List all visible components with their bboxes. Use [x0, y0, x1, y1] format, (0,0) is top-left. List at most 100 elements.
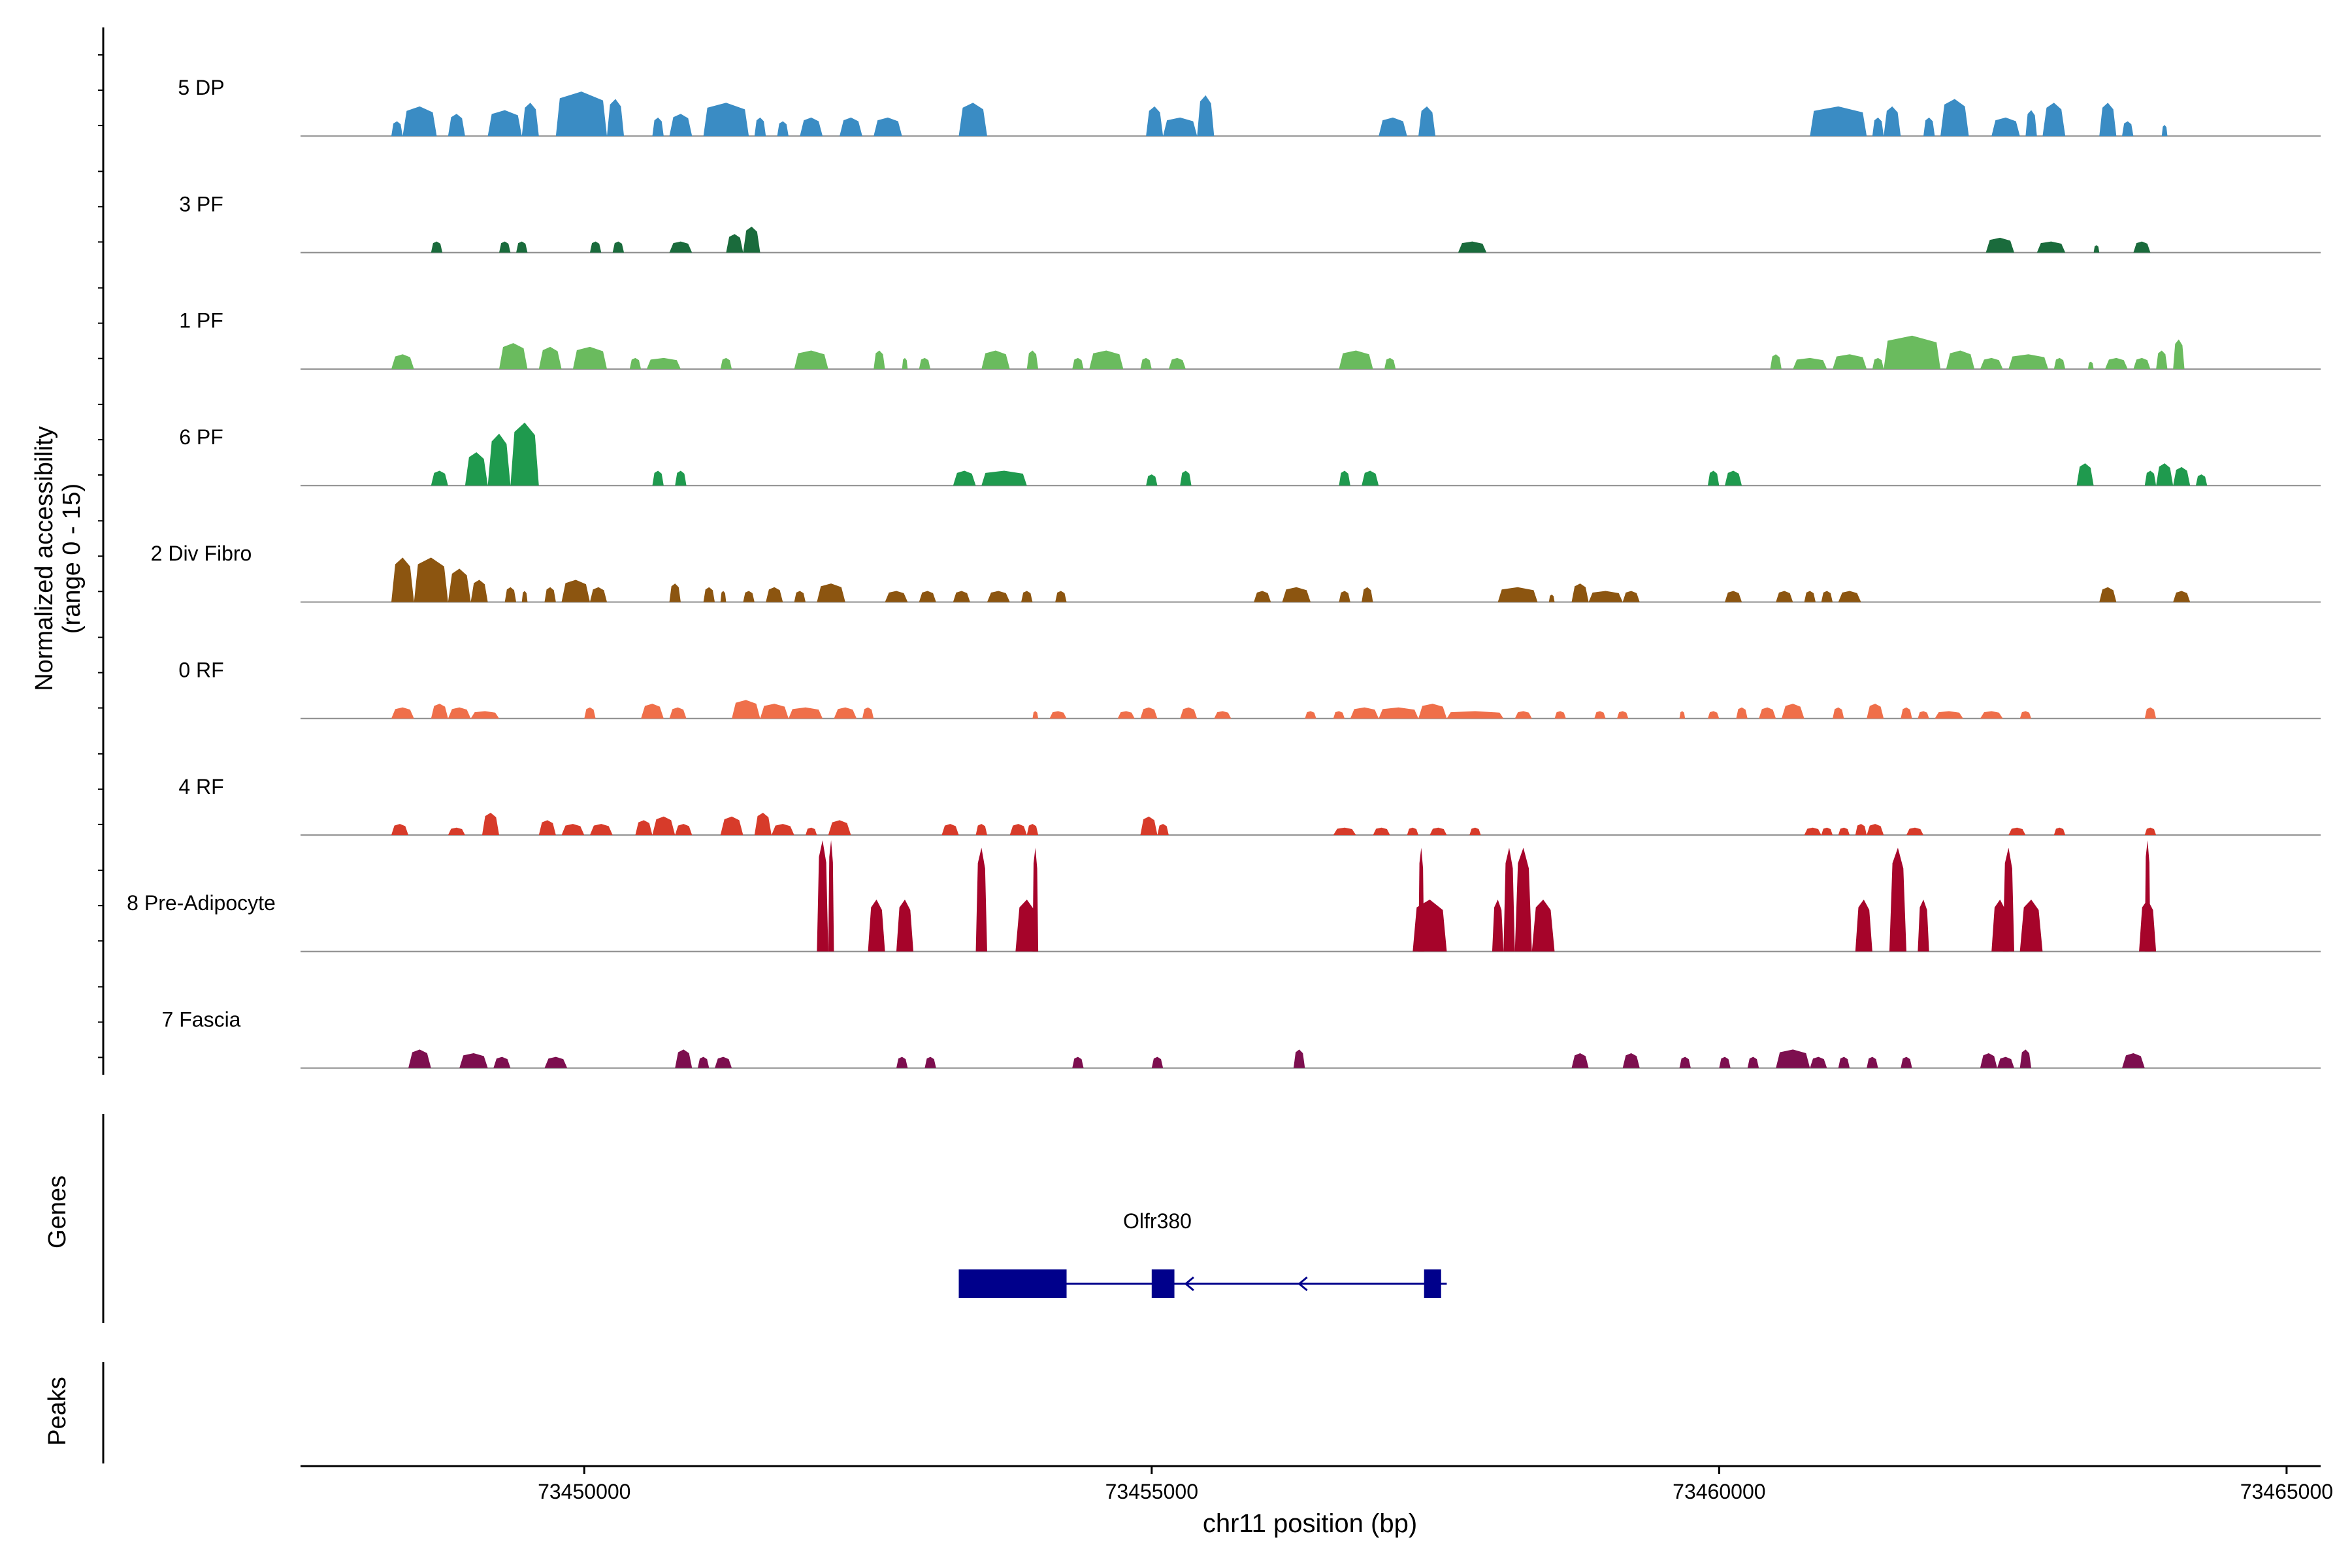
coverage-peak — [862, 707, 874, 719]
track-label: 8 Pre-Adipocyte — [127, 891, 276, 915]
coverage-peak — [788, 707, 823, 719]
coverage-peak — [652, 816, 676, 836]
axes-frame — [98, 27, 105, 1463]
coverage-peak — [2173, 466, 2191, 486]
coverage-peak — [1339, 470, 1350, 486]
coverage-peak — [2161, 125, 2168, 137]
coverage-peak — [1379, 707, 1419, 719]
coverage-peak — [510, 422, 539, 486]
coverage-peak — [1980, 1053, 1997, 1068]
peaks-section-label: Peaks — [44, 1377, 71, 1446]
track-label: 4 RF — [178, 775, 223, 798]
track-label: 6 PF — [179, 425, 223, 449]
coverage-peak — [675, 470, 687, 486]
coverage-peak — [607, 99, 625, 137]
coverage-peak — [504, 587, 517, 602]
coverage-peak — [2173, 591, 2191, 602]
coverage-peak — [834, 707, 857, 719]
x-axis-title: chr11 position (bp) — [1203, 1509, 1417, 1538]
coverage-peak — [652, 470, 664, 486]
coverage-peak — [726, 234, 743, 253]
coverage-peak — [2019, 1049, 2032, 1068]
coverage-peak — [1571, 583, 1589, 602]
coverage-peak — [987, 591, 1010, 602]
gene-track: Olfr380 — [958, 1209, 1447, 1298]
coverage-peak — [2144, 470, 2157, 486]
gene-exon — [1424, 1269, 1441, 1298]
coverage-peak — [1305, 711, 1316, 719]
coverage-peak — [555, 91, 608, 137]
coverage-peak — [1117, 711, 1135, 719]
coverage-peak — [1838, 591, 1861, 602]
coverage-peak — [629, 357, 642, 369]
coverage-peak — [1867, 824, 1884, 836]
coverage-peak — [1747, 1056, 1759, 1068]
coverage-peak — [1872, 357, 1884, 369]
coverage-peak — [431, 241, 443, 253]
x-axis: 73450000 73455000 73460000 73465000 — [301, 1465, 2333, 1503]
coverage-peak — [1492, 899, 1504, 952]
coverage-peak — [1418, 106, 1436, 137]
coverage-peak — [975, 824, 987, 836]
coverage-peak — [1617, 711, 1629, 719]
coverage-peak — [1140, 816, 1158, 836]
coverage-peak — [2195, 474, 2208, 486]
coverage-peak — [2019, 899, 2043, 952]
coverage-peak — [777, 121, 789, 137]
coverage-peak — [1776, 591, 1793, 602]
coverage-peak — [720, 357, 732, 369]
coverage-peak — [669, 114, 693, 137]
coverage-peak — [703, 103, 749, 137]
coverage-peak — [2076, 463, 2094, 486]
coverage-peak — [1503, 847, 1515, 952]
coverage-peak — [1146, 106, 1164, 137]
coverage-peak — [1571, 1053, 1589, 1068]
coverage-peak — [516, 241, 528, 253]
coverage-peak — [1413, 899, 1447, 952]
coverage-peak — [720, 591, 727, 602]
gene-exon — [1151, 1269, 1175, 1298]
coverage-peak — [2087, 361, 2094, 369]
coverage-peak — [1339, 591, 1350, 602]
coverage-peak — [817, 583, 845, 602]
coverage-peak — [1140, 707, 1158, 719]
coverage-peak — [1946, 350, 1975, 369]
coverage-peak — [2099, 103, 2117, 137]
coverage-peak — [646, 357, 681, 369]
coverage-peak — [2008, 354, 2049, 369]
coverage-peak — [1679, 711, 1686, 719]
coverage-peak — [1759, 707, 1776, 719]
coverage-peak — [1821, 827, 1833, 836]
coverage-peak — [1072, 357, 1084, 369]
strand-arrow — [1298, 1276, 1308, 1292]
coverage-peak — [754, 117, 766, 137]
coverage-peak — [675, 1049, 693, 1068]
coverage-peak — [1384, 357, 1396, 369]
coverage-peak — [1804, 591, 1816, 602]
coverage-peak — [1707, 711, 1720, 719]
track-8-pre-adipocyte: 8 Pre-Adipocyte — [127, 840, 2321, 953]
coverage-peak — [800, 117, 823, 137]
coverage-peak — [391, 824, 409, 836]
coverage-peak — [538, 346, 562, 369]
coverage-peak — [941, 824, 959, 836]
coverage-peak — [2133, 357, 2151, 369]
coverage-peak — [493, 1056, 511, 1068]
coverage-peak — [2002, 847, 2014, 952]
coverage-peak — [561, 824, 585, 836]
coverage-peak — [953, 591, 970, 602]
coverage-peak — [1021, 591, 1033, 602]
coverage-peak — [1855, 824, 1867, 836]
coverage-peak — [1469, 827, 1481, 836]
coverage-peak — [1032, 711, 1039, 719]
coverage-peak — [1793, 357, 1827, 369]
coverage-peak — [448, 114, 465, 137]
coverage-peak — [1867, 704, 1884, 719]
coverage-peak — [448, 827, 465, 836]
coverage-peak — [1810, 1056, 1827, 1068]
coverage-peak — [1157, 824, 1169, 836]
coverage-peak — [1282, 587, 1311, 602]
coverage-peak — [1293, 1049, 1305, 1068]
coverage-peak — [1418, 704, 1447, 719]
coverage-peak — [538, 820, 556, 836]
